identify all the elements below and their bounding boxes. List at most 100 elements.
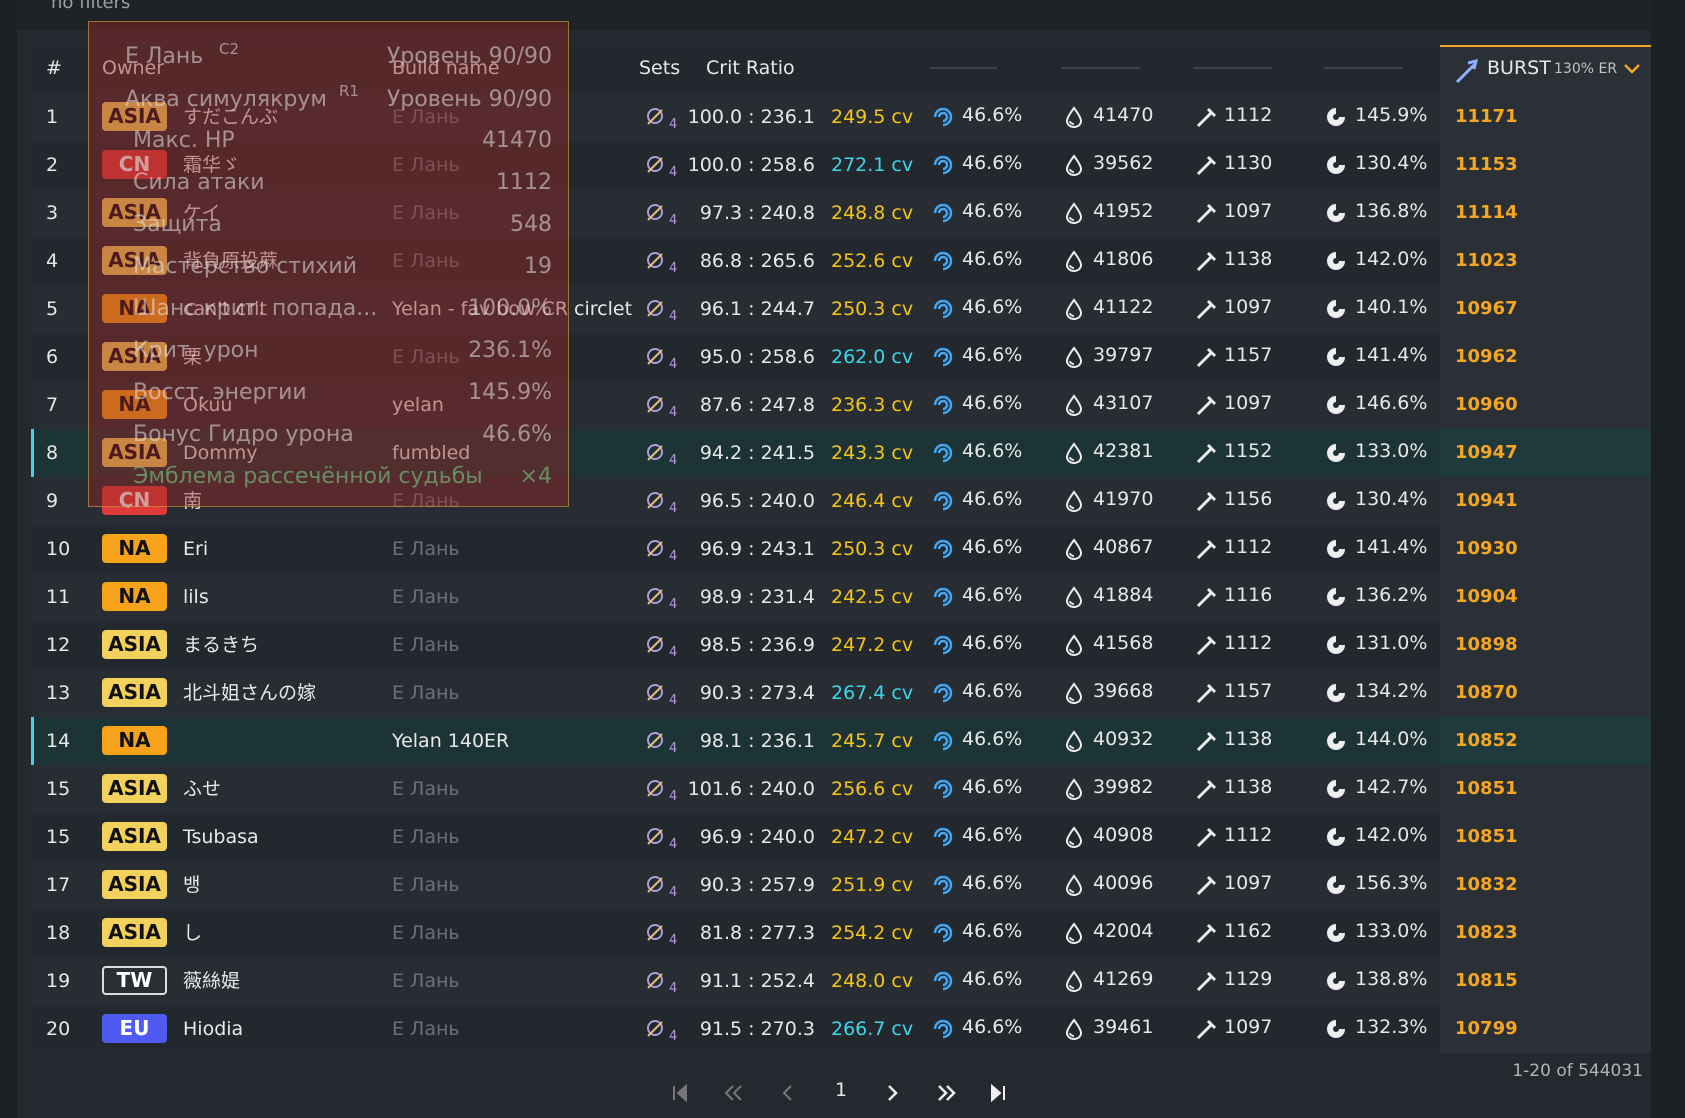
last-page[interactable] [988,1083,1008,1103]
table-row[interactable]: 14 NA Yelan 140ER 4 98.1 : 236.1 245.7 cv 46.6… [31,717,1651,765]
atk-icon [1195,922,1217,944]
weapon-name: Аква симулякрум [125,87,327,112]
burst-damage: 10904 [1455,586,1518,607]
crit-ratio: 87.6 : 247.8 [699,394,815,416]
burst-damage: 10941 [1455,490,1518,511]
table-row[interactable]: 7 NA Okuu yelan 4 87.6 : 247.8 236.3 cv 46.6% 43… [31,381,1651,429]
hp-icon [1064,298,1084,320]
burst-icon [1455,59,1479,84]
set-icon [644,970,668,992]
constellation: C2 [219,40,240,58]
energy-recharge: 142.0% [1355,824,1428,846]
table-row[interactable]: 9 CN 南 Е Лань 4 96.5 : 240.0 246.4 cv 46.6% 4197… [31,477,1651,525]
atk-icon [1195,442,1217,464]
hydro-bonus: 46.6% [962,968,1023,990]
crit-value: 272.1 cv [831,154,914,176]
atk: 1116 [1224,584,1273,606]
set-icon [644,154,668,176]
hp: 40908 [1093,824,1154,846]
atk-icon [1195,970,1217,992]
stat-label: Восст. энергии [133,380,307,405]
crit-ratio: 91.1 : 252.4 [699,970,815,992]
header-placeholder[interactable] [1061,67,1140,69]
burst-damage: 10898 [1455,634,1518,655]
atk-icon [1195,250,1217,272]
hp-icon [1064,154,1084,176]
hydro-bonus: 46.6% [962,152,1023,174]
table-row[interactable]: 2 CN 霜华ゞ Е Лань 4 100.0 : 258.6 272.1 cv 46.6% 3… [31,141,1651,189]
header-placeholder[interactable] [930,67,997,69]
hp: 41884 [1093,584,1154,606]
prev-jump[interactable] [723,1083,745,1103]
table-row[interactable]: 4 ASIA 背負原投蔴 Е Лань 4 86.8 : 265.6 252.6 cv 46.… [31,237,1651,285]
hydro-bonus: 46.6% [962,584,1023,606]
header-sets[interactable]: Sets [639,57,681,79]
header-owner[interactable]: Owner [102,57,165,79]
owner: 背負原投蔴 [183,250,279,272]
filter-bar[interactable]: no filters [17,0,1651,30]
region-badge: ASIA [102,342,167,371]
table-row[interactable]: 1 ASIA すだこんぶ Е Лань 4 100.0 : 236.1 249.5 cv 46… [31,93,1651,141]
table-row[interactable]: 3 ASIA ケイ Е Лань 4 97.3 : 240.8 248.8 cv 46.6% 4… [31,189,1651,237]
region-badge: CN [102,150,167,179]
region-badge: NA [102,726,167,755]
burst-damage: 11114 [1455,202,1518,223]
table-row[interactable]: 11 NA lils Е Лань 4 98.9 : 231.4 242.5 cv 46.6%… [31,573,1651,621]
region-badge: NA [102,294,167,323]
build-name: Е Лань [392,874,460,896]
crit-value: 250.3 cv [831,298,914,320]
set-icon [644,1018,668,1040]
table-row[interactable]: 18 ASIA し Е Лань 4 81.8 : 277.3 254.2 cv 46.6% 4… [31,909,1651,957]
atk: 1112 [1224,824,1273,846]
current-page[interactable]: 1 [835,1079,848,1101]
crit-value: 267.4 cv [831,682,914,704]
next-page[interactable] [882,1083,902,1103]
rank: 5 [46,298,59,320]
header-burst[interactable]: BURST 130% ER [1440,45,1651,93]
set-count: 4 [669,261,678,276]
table-row[interactable]: 6 ASIA 栗 Е Лань 4 95.0 : 258.6 262.0 cv 46.6% 39… [31,333,1651,381]
header-rank[interactable]: # [46,57,62,79]
build-name: Е Лань [392,634,460,656]
header-placeholder[interactable] [1324,67,1403,69]
set-count: 4 [669,309,678,324]
atk-icon [1195,730,1217,752]
crit-value: 246.4 cv [831,490,914,512]
table-row[interactable]: 17 ASIA 뱅 Е Лань 4 90.3 : 257.9 251.9 cv 46.6% 4… [31,861,1651,909]
owner: Eri [183,538,209,560]
table-row[interactable]: 5 NA can't crit Yelan - fav bow CR circlet 4… [31,285,1651,333]
crit-ratio: 96.5 : 240.0 [699,490,815,512]
table-row[interactable]: 15 ASIA Tsubasa Е Лань 4 96.9 : 240.0 247.2 cv… [31,813,1651,861]
burst-cell: 10870 [1440,669,1651,717]
region-badge: ASIA [102,870,167,899]
table-row[interactable]: 19 TW 薇絲媞 Е Лань 4 91.1 : 252.4 248.0 cv 46.6% 4… [31,957,1651,1005]
table-row[interactable]: 13 ASIA 北斗姐さんの嫁 Е Лань 4 90.3 : 273.4 267.4 cv… [31,669,1651,717]
burst-cell: 10832 [1440,861,1651,909]
burst-cell: 10815 [1440,957,1651,1005]
table-row[interactable]: 15 ASIA ふせ Е Лань 4 101.6 : 240.0 256.6 cv 46.6… [31,765,1651,813]
atk: 1112 [1224,104,1273,126]
region-badge: ASIA [102,246,167,275]
hp: 42381 [1093,440,1154,462]
next-jump[interactable] [935,1083,957,1103]
table-row[interactable]: 12 ASIA まるきち Е Лань 4 98.5 : 236.9 247.2 cv 46.… [31,621,1651,669]
hydro-bonus: 46.6% [962,392,1023,414]
prev-page[interactable] [778,1083,798,1103]
table-row[interactable]: 8 ASIA Dommy fumbled 4 94.2 : 241.5 243.3 cv 46… [31,429,1651,477]
table-row[interactable]: 20 EU Hiodia Е Лань 4 91.5 : 270.3 266.7 cv 46.… [31,1005,1651,1053]
first-page[interactable] [670,1083,690,1103]
header-build[interactable]: Build name [392,57,500,79]
build-name: Е Лань [392,538,460,560]
hydro-bonus: 46.6% [962,776,1023,798]
sort-arrow [1624,64,1640,74]
hydro-icon [932,394,954,416]
atk: 1097 [1224,200,1273,222]
region-badge: ASIA [102,822,167,851]
stat-label: Защита [133,212,222,237]
energy-recharge: 140.1% [1355,296,1428,318]
owner: まるきち [183,634,260,656]
header-crit[interactable]: Crit Ratio [706,57,795,79]
stat-value: 41470 [482,128,552,153]
header-placeholder[interactable] [1193,67,1272,69]
table-row[interactable]: 10 NA Eri Е Лань 4 96.9 : 243.1 250.3 cv 46.6% 4… [31,525,1651,573]
